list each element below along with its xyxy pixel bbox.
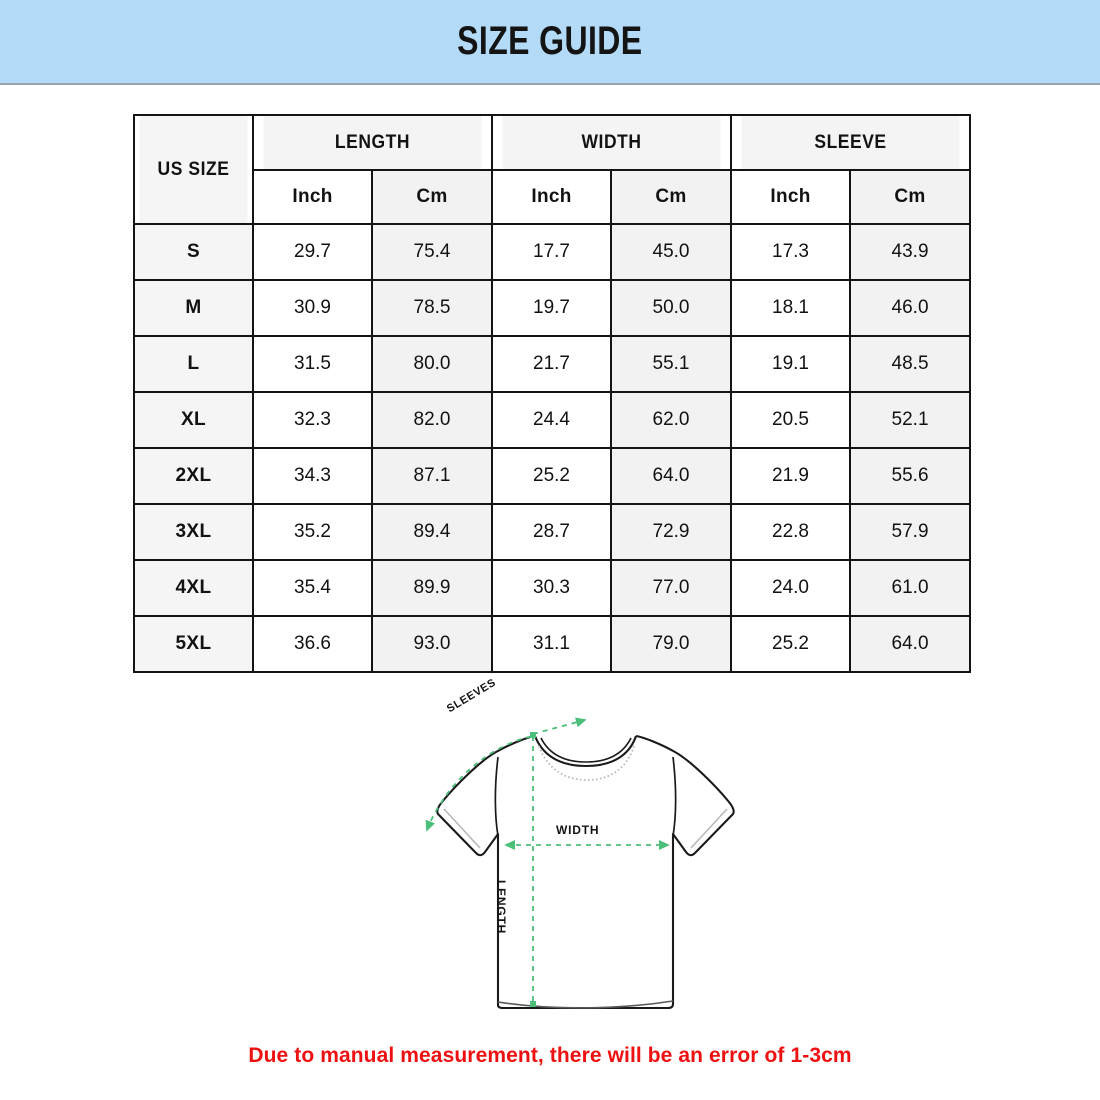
right-armhole-seam [672,756,677,837]
cell-width-inch: 24.4 [491,391,612,449]
cell-size: 2XL [133,447,254,505]
cell-width-inch: 25.2 [491,447,612,505]
tshirt-diagram: SLEEVES WIDTH LENGTH [400,677,760,1020]
measurement-disclaimer: Due to manual measurement, there will be… [248,1044,852,1067]
cell-length-inch: 30.9 [252,279,373,337]
cell-size: L [133,335,254,393]
column-header-length-cm: Cm [371,169,493,225]
cell-width-cm: 64.0 [609,447,733,505]
cell-size: M [133,279,254,337]
cell-width-inch: 30.3 [491,559,612,617]
table-row: L 31.5 80.0 21.7 55.1 19.1 48.5 [133,335,972,393]
tshirt-body-outline [436,734,735,1010]
length-anchor-point [530,1001,536,1007]
cell-size: S [133,223,254,281]
cell-sleeve-cm: 64.0 [849,615,972,673]
cell-sleeve-inch: 24.0 [730,559,852,617]
cell-size: XL [133,391,254,449]
cell-sleeve-inch: 22.8 [730,503,852,561]
collar-outer [534,735,637,768]
table-row: 4XL 35.4 89.9 30.3 77.0 24.0 61.0 [133,559,972,617]
cell-sleeve-inch: 18.1 [730,279,852,337]
table-row: 5XL 36.6 93.0 31.1 79.0 25.2 64.0 [133,615,972,673]
cell-length-cm: 93.0 [371,615,493,673]
cell-length-inch: 34.3 [252,447,373,505]
cell-width-inch: 21.7 [491,335,612,393]
cell-width-cm: 45.0 [609,223,733,281]
cell-width-inch: 19.7 [491,279,612,337]
column-header-width-inch: Inch [491,169,612,225]
cell-width-inch: 31.1 [491,615,612,673]
column-header-sleeve: SLEEVE [739,114,962,171]
cell-length-cm: 82.0 [371,391,493,449]
sleeves-anchor-point [530,732,536,738]
column-header-us-size: US SIZE [137,114,250,225]
table-unit-header-row: Inch Cm Inch Cm Inch Cm [134,169,972,225]
column-header-length-inch: Inch [252,169,373,225]
cell-width-cm: 55.1 [609,335,733,393]
cell-sleeve-inch: 17.3 [730,223,852,281]
cell-width-cm: 77.0 [609,559,733,617]
cell-sleeve-cm: 55.6 [849,447,972,505]
cell-sleeve-inch: 25.2 [730,615,852,673]
page-title: SIZE GUIDE [457,19,643,63]
cell-sleeve-cm: 46.0 [849,279,972,337]
label-length: LENGTH [494,880,508,935]
cell-length-inch: 36.6 [252,615,373,673]
column-header-width: WIDTH [500,114,723,171]
cell-size: 4XL [133,559,254,617]
cell-length-cm: 87.1 [371,447,493,505]
label-width: WIDTH [556,823,600,837]
cell-width-inch: 28.7 [491,503,612,561]
cell-sleeve-inch: 19.1 [730,335,852,393]
cell-length-cm: 78.5 [371,279,493,337]
bottom-hem [497,1000,674,1009]
cell-length-cm: 89.4 [371,503,493,561]
table-row: 2XL 34.3 87.1 25.2 64.0 21.9 55.6 [133,447,972,505]
cell-length-cm: 75.4 [371,223,493,281]
cell-length-inch: 29.7 [252,223,373,281]
header-banner: SIZE GUIDE [0,0,1100,85]
cell-length-inch: 31.5 [252,335,373,393]
sleeves-measure-arrow [425,735,534,832]
column-header-width-cm: Cm [609,169,733,225]
cell-length-cm: 89.9 [371,559,493,617]
cell-size: 3XL [133,503,254,561]
cell-length-cm: 80.0 [371,335,493,393]
cell-sleeve-cm: 48.5 [849,335,972,393]
sleeves-measure-arrow-extension [532,717,587,735]
cell-size: 5XL [133,615,254,673]
cell-sleeve-cm: 43.9 [849,223,972,281]
cell-length-inch: 35.4 [252,559,373,617]
cell-length-inch: 35.2 [252,503,373,561]
cell-width-cm: 50.0 [609,279,733,337]
table-row: M 30.9 78.5 19.7 50.0 18.1 46.0 [133,279,972,337]
cell-sleeve-cm: 52.1 [849,391,972,449]
cell-sleeve-inch: 21.9 [730,447,852,505]
cell-width-cm: 62.0 [609,391,733,449]
size-table: US SIZE LENGTH WIDTH SLEEVE Inch Cm Inch… [133,114,972,673]
column-header-sleeve-inch: Inch [730,169,852,225]
left-sleeve-cuff-seam [443,808,481,849]
column-header-length: LENGTH [261,114,484,171]
column-header-sleeve-cm: Cm [849,169,972,225]
size-table-container: US SIZE LENGTH WIDTH SLEEVE Inch Cm Inch… [133,114,972,673]
cell-width-cm: 79.0 [609,615,733,673]
table-row: 3XL 35.2 89.4 28.7 72.9 22.8 57.9 [133,503,972,561]
cell-width-cm: 72.9 [609,503,733,561]
cell-sleeve-inch: 20.5 [730,391,852,449]
right-sleeve-cuff-seam [690,808,728,849]
table-row: XL 32.3 82.0 24.4 62.0 20.5 52.1 [133,391,972,449]
cell-length-inch: 32.3 [252,391,373,449]
left-armhole-seam [494,756,499,837]
table-group-header-row: US SIZE LENGTH WIDTH SLEEVE [134,114,970,225]
tshirt-illustration [425,717,735,1010]
collar-inner [540,737,632,763]
cell-sleeve-cm: 61.0 [849,559,972,617]
table-row: S 29.7 75.4 17.7 45.0 17.3 43.9 [133,223,972,281]
cell-width-inch: 17.7 [491,223,612,281]
cell-sleeve-cm: 57.9 [849,503,972,561]
